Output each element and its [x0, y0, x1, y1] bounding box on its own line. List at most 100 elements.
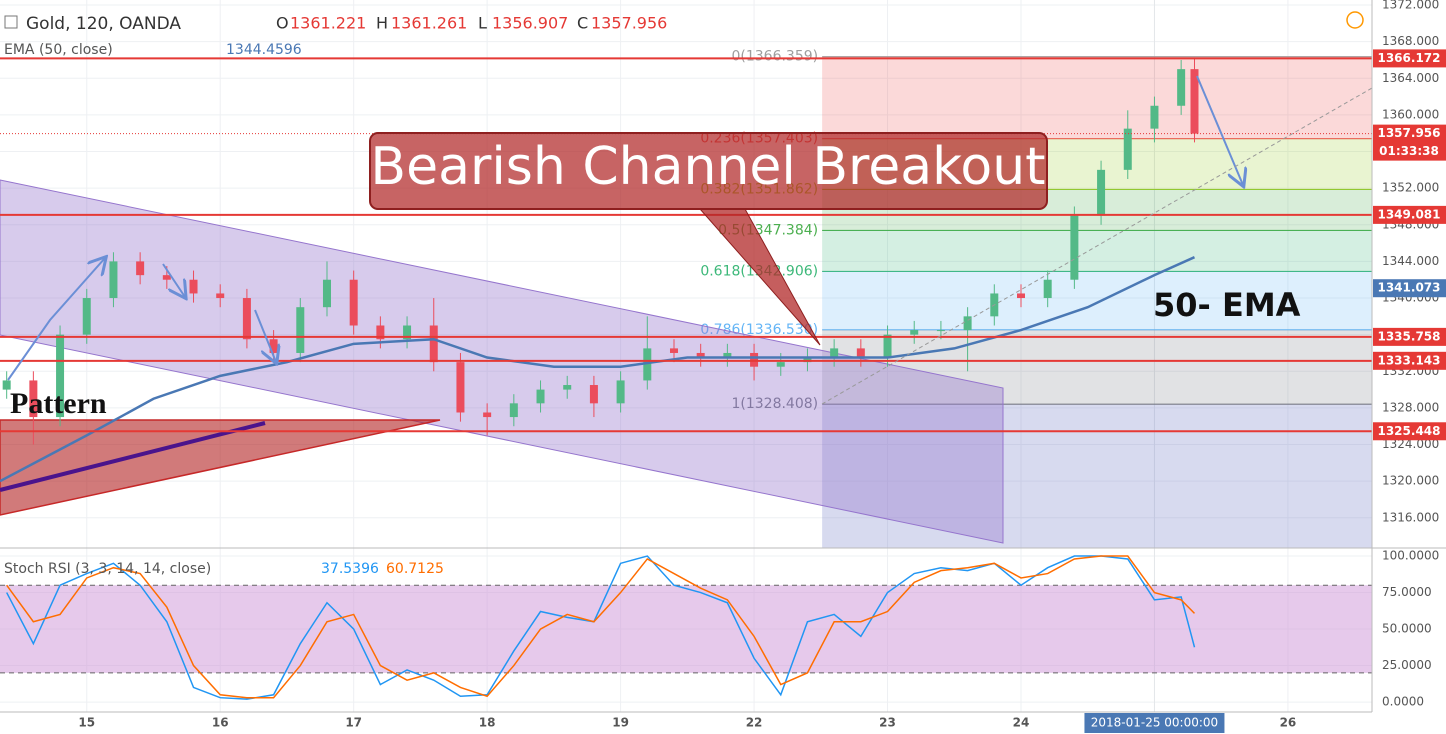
candle-body [456, 362, 465, 413]
price-label: 1341.073 [1377, 281, 1440, 295]
candle-body [109, 261, 118, 299]
y-tick-label: 1352.000 [1382, 181, 1439, 195]
candle-body [1043, 279, 1052, 299]
y-tick-label: 50.0000 [1382, 622, 1432, 636]
candle-body [216, 293, 225, 299]
y-tick-label: 1320.000 [1382, 474, 1439, 488]
price-label-box [1373, 205, 1446, 224]
x-tick-label: 18 [479, 716, 496, 730]
triangle-pattern [0, 419, 441, 516]
y-tick-label: 1324.000 [1382, 437, 1439, 451]
x-tick-label: 22 [746, 716, 763, 730]
candle-body [963, 316, 972, 331]
y-tick-label: 1368.000 [1382, 34, 1439, 48]
candle-body [322, 279, 331, 308]
price-label: 1349.081 [1377, 207, 1440, 221]
candle-body [376, 325, 385, 340]
price-label: 1335.758 [1377, 329, 1440, 343]
fib-band [822, 56, 1372, 139]
candle-body [910, 330, 919, 335]
countdown: 01:33:38 [1379, 144, 1439, 158]
candle-body [589, 385, 598, 404]
price-label-box [1373, 422, 1446, 441]
candle-body [616, 380, 625, 404]
price-label: 1366.172 [1377, 51, 1440, 65]
y-tick-label: 25.0000 [1382, 658, 1432, 672]
ohlc-value: 1361.261 [391, 14, 467, 33]
stoch-line [6, 555, 1196, 699]
indicator-value: 1344.4596 [226, 42, 302, 58]
fib-trend-line [821, 87, 1373, 405]
candle-body [669, 348, 678, 353]
annotation: Bearish Channel Breakout [370, 137, 1045, 197]
y-tick-label: 1328.000 [1382, 400, 1439, 414]
candle-body [82, 298, 91, 335]
x-tick-label: 19 [612, 716, 629, 730]
fib-band [822, 271, 1372, 330]
candle-body [349, 279, 358, 326]
price-label: 1357.956 [1377, 126, 1440, 140]
candle-body [1177, 69, 1186, 106]
price-label-box [1373, 327, 1446, 346]
x-tick-label: 26 [1280, 716, 1297, 730]
fib-label: 1(1328.408) [731, 396, 818, 412]
x-tick-label: 15 [78, 716, 95, 730]
ohlc-key: C [577, 14, 588, 33]
x-tick-label: 24 [1013, 716, 1030, 730]
candle-body [242, 298, 251, 340]
arrow [162, 263, 185, 297]
candle-body [1016, 293, 1025, 299]
y-tick-label: 1316.000 [1382, 510, 1439, 524]
ohlc-value: 1361.221 [290, 14, 366, 33]
candle-body [536, 389, 545, 404]
candle-body [776, 362, 785, 367]
candle-body [1190, 69, 1199, 134]
candle-body [1123, 128, 1132, 170]
header: Gold, 120, OANDA O 1361.221 H 1361.261 L… [4, 11, 1364, 577]
candle-body [830, 348, 839, 358]
candle-body [483, 412, 492, 418]
annotations: Bearish Channel Breakout Pattern 50- EMA [7, 75, 1373, 420]
callout-box [369, 132, 1048, 210]
ohlc-key: O [276, 14, 289, 33]
ohlc-key: L [478, 14, 487, 33]
candle-body [1097, 169, 1106, 216]
price-label-box [1373, 124, 1446, 161]
fib-label: 0.786(1336.530) [700, 322, 818, 338]
candle-body [2, 380, 11, 390]
y-tick-label: 0.0000 [1382, 695, 1424, 709]
price-label-box [1373, 49, 1446, 68]
alert-icon[interactable] [1346, 11, 1364, 29]
candle-body [403, 325, 412, 340]
arrow [7, 258, 105, 381]
candle-body [563, 385, 572, 390]
ema-line [0, 256, 1196, 483]
candle-body [429, 325, 438, 363]
candle-body [883, 334, 892, 358]
x-tick-label: 17 [345, 716, 362, 730]
x-tick-label: 23 [879, 716, 896, 730]
candle-body [856, 348, 865, 358]
candle-body [56, 334, 65, 418]
candle-body [296, 307, 305, 353]
y-tick-label: 1360.000 [1382, 107, 1439, 121]
candle-body [696, 352, 705, 358]
y-tick-label: 1364.000 [1382, 71, 1439, 85]
crosshair-label: 2018-01-25 00:00:00 [1091, 716, 1218, 730]
fib-label: 0(1366.359) [731, 49, 818, 65]
stoch-band [0, 585, 1372, 673]
candle-body [723, 352, 732, 358]
candle-body [1070, 215, 1079, 280]
ohlc-value: 1356.907 [492, 14, 568, 33]
candle-body [643, 348, 652, 381]
candle-body [189, 279, 198, 294]
annotation: Pattern [10, 387, 107, 420]
candle-body [509, 403, 518, 418]
y-tick-label: 100.0000 [1382, 549, 1439, 563]
price-label-box [1373, 351, 1446, 370]
y-tick-label: 75.0000 [1382, 585, 1432, 599]
candle-body [29, 380, 38, 418]
stoch-line [6, 555, 1196, 700]
y-tick-label: 1344.000 [1382, 254, 1439, 268]
